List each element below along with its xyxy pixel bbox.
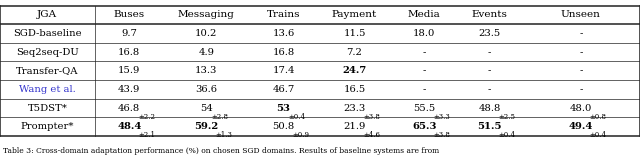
Text: 7.2: 7.2 [347,48,362,57]
Text: 24.7: 24.7 [342,66,367,75]
Text: -: - [422,66,426,75]
Text: Wang et al.: Wang et al. [19,85,76,94]
Text: 43.9: 43.9 [118,85,140,94]
Text: 15.9: 15.9 [118,66,140,75]
Text: Prompter*: Prompter* [20,122,74,131]
Text: 65.3: 65.3 [412,122,436,131]
Text: ±0.4: ±0.4 [288,113,305,121]
Text: SGD-baseline: SGD-baseline [13,29,82,38]
Text: 17.4: 17.4 [272,66,295,75]
Text: 48.0: 48.0 [570,104,592,112]
Text: ±3.8: ±3.8 [364,113,380,121]
Text: 46.8: 46.8 [118,104,140,112]
Text: 10.2: 10.2 [195,29,218,38]
Text: ±2.2: ±2.2 [138,113,156,121]
Text: ±0.8: ±0.8 [589,113,607,121]
Text: 36.6: 36.6 [195,85,218,94]
Text: 13.6: 13.6 [273,29,294,38]
Text: 59.2: 59.2 [195,122,218,131]
Text: ±1.3: ±1.3 [215,132,232,140]
Text: Buses: Buses [114,10,145,19]
Text: -: - [422,48,426,57]
Text: ±3.8: ±3.8 [433,132,450,140]
Text: Events: Events [472,10,508,19]
Text: -: - [488,85,492,94]
Text: -: - [579,66,582,75]
Text: -: - [422,85,426,94]
Text: Table 3: Cross-domain adaptation performance (%) on chosen SGD domains. Results : Table 3: Cross-domain adaptation perform… [3,147,440,155]
Text: ±3.3: ±3.3 [433,113,450,121]
Text: 48.4: 48.4 [117,122,141,131]
Text: Transfer-QA: Transfer-QA [16,66,79,75]
Text: Media: Media [408,10,441,19]
Text: -: - [579,29,582,38]
Text: 16.8: 16.8 [273,48,294,57]
Text: 49.4: 49.4 [568,122,593,131]
Text: 21.9: 21.9 [344,122,365,131]
Text: -: - [579,85,582,94]
Text: 23.3: 23.3 [344,104,365,112]
Text: 55.5: 55.5 [413,104,435,112]
Text: T5DST*: T5DST* [28,104,67,112]
Text: ±2.5: ±2.5 [499,113,516,121]
Text: 16.5: 16.5 [344,85,365,94]
Text: ±4.6: ±4.6 [364,132,381,140]
Text: ±2.8: ±2.8 [211,113,228,121]
Text: ±0.4: ±0.4 [589,132,607,140]
Text: 18.0: 18.0 [413,29,435,38]
Text: 51.5: 51.5 [477,122,502,131]
Text: 13.3: 13.3 [195,66,218,75]
Text: 16.8: 16.8 [118,48,140,57]
Text: 53: 53 [276,104,291,112]
Text: Seq2seq-DU: Seq2seq-DU [16,48,79,57]
Text: 54: 54 [200,104,213,112]
Text: -: - [488,48,492,57]
Text: -: - [488,66,492,75]
Text: 11.5: 11.5 [343,29,366,38]
Text: 48.8: 48.8 [479,104,500,112]
Text: ±0.4: ±0.4 [499,132,516,140]
Text: 50.8: 50.8 [273,122,294,131]
Text: ±0.9: ±0.9 [292,132,310,140]
Text: 23.5: 23.5 [479,29,500,38]
Text: Messaging: Messaging [178,10,235,19]
Text: Unseen: Unseen [561,10,601,19]
Text: JGA: JGA [37,10,58,19]
Text: 9.7: 9.7 [122,29,137,38]
Text: Trains: Trains [267,10,300,19]
Text: Payment: Payment [332,10,377,19]
Text: 4.9: 4.9 [198,48,214,57]
Text: -: - [579,48,582,57]
Text: ±2.1: ±2.1 [138,132,156,140]
Text: 46.7: 46.7 [273,85,294,94]
